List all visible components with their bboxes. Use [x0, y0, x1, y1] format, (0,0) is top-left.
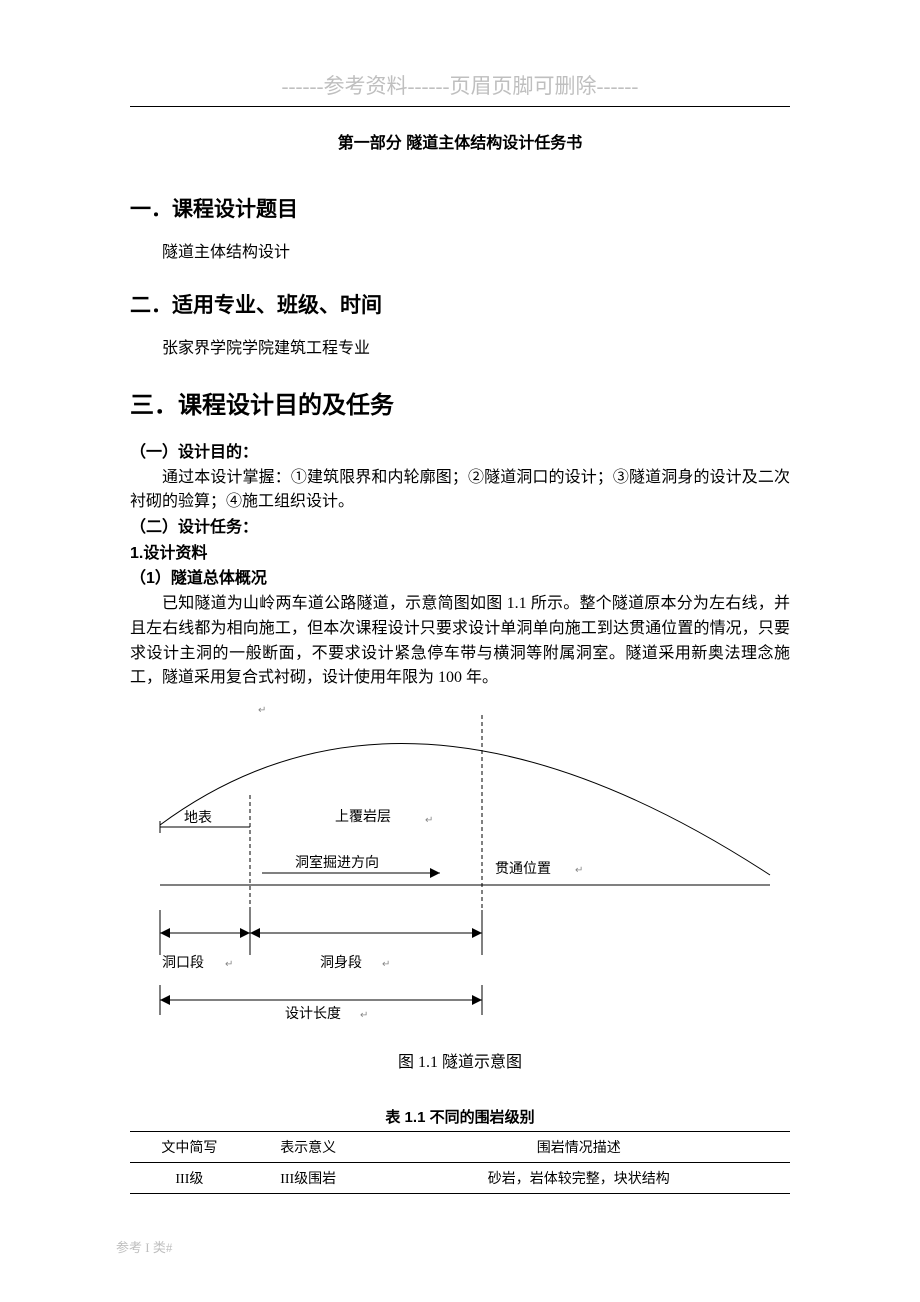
arrowhead-l2b: [472, 995, 482, 1005]
label-surface: 地表: [184, 810, 212, 826]
table-header-row: 文中简写 表示意义 围岩情况描述: [130, 1132, 790, 1163]
mountain-arc: [160, 744, 770, 875]
item1a-body: 已知隧道为山岭两车道公路隧道，示意简图如图 1.1 所示。整个隧道原本分为左右线…: [130, 592, 790, 691]
figure-1-1: 地表 上覆岩层 洞室掘进方向 贯通位置 洞口段: [130, 695, 790, 1040]
th-0: 文中简写: [130, 1132, 249, 1163]
edit-marker-5: ↵: [382, 959, 390, 970]
table-caption: 表 1.1 不同的围岩级别: [130, 1106, 790, 1127]
rock-grade-table: 文中简写 表示意义 围岩情况描述 III级 III级围岩 砂岩，岩体较完整，块状…: [130, 1131, 790, 1194]
edit-marker-1: ↵: [258, 705, 266, 716]
edit-marker-3: ↵: [575, 865, 583, 876]
table-row: III级 III级围岩 砂岩，岩体较完整，块状结构: [130, 1163, 790, 1194]
label-overburden: 上覆岩层: [335, 809, 391, 825]
td-0-0: III级: [130, 1163, 249, 1194]
document-page: ------参考资料------页眉页脚可删除------ 第一部分 隧道主体结…: [0, 0, 920, 1234]
heading-2: 二．适用专业、班级、时间: [130, 289, 790, 319]
page-footer: 参考 I 类#: [116, 1237, 172, 1256]
th-1: 表示意义: [249, 1132, 368, 1163]
edit-marker-4: ↵: [225, 959, 233, 970]
label-design-len: 设计长度: [285, 1006, 341, 1022]
excav-arrow-head: [430, 868, 440, 878]
td-0-1: III级围岩: [249, 1163, 368, 1194]
arrowhead-l1b: [240, 928, 250, 938]
page-header: ------参考资料------页眉页脚可删除------: [130, 70, 790, 100]
arrowhead-l1a: [160, 928, 170, 938]
arrowhead-l1c: [250, 928, 260, 938]
part-title: 第一部分 隧道主体结构设计任务书: [130, 129, 790, 153]
label-body-seg: 洞身段: [320, 955, 362, 971]
edit-marker-6: ↵: [360, 1010, 368, 1021]
td-0-2: 砂岩，岩体较完整，块状结构: [368, 1163, 790, 1194]
label-through: 贯通位置: [495, 861, 551, 877]
item1-title: 1.设计资料: [130, 541, 790, 567]
edit-marker-2: ↵: [425, 815, 433, 826]
header-rule: [130, 106, 790, 107]
sub1-title: （一）设计目的：: [130, 440, 790, 466]
th-2: 围岩情况描述: [368, 1132, 790, 1163]
arrowhead-l1d: [472, 928, 482, 938]
tunnel-diagram-svg: 地表 上覆岩层 洞室掘进方向 贯通位置 洞口段: [130, 695, 790, 1035]
item1a-title: （1）隧道总体概况: [130, 566, 790, 592]
heading-1: 一．课程设计题目: [130, 193, 790, 223]
heading-3: 三．课程设计目的及任务: [130, 385, 790, 420]
sub2-title: （二）设计任务：: [130, 515, 790, 541]
figure-caption: 图 1.1 隧道示意图: [130, 1048, 790, 1072]
sec2-body: 张家界学院学院建筑工程专业: [130, 337, 790, 361]
sub1-body: 通过本设计掌握：①建筑限界和内轮廓图；②隧道洞口的设计；③隧道洞身的设计及二次衬…: [130, 466, 790, 516]
arrowhead-l2a: [160, 995, 170, 1005]
label-portal: 洞口段: [162, 955, 204, 971]
sec1-body: 隧道主体结构设计: [130, 241, 790, 265]
label-excav-dir: 洞室掘进方向: [295, 854, 379, 871]
